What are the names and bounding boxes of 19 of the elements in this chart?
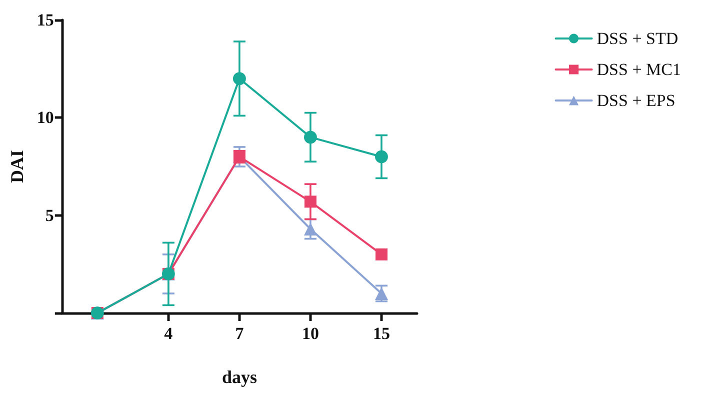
point [375, 150, 388, 164]
x-tick-label: 4 [164, 324, 174, 343]
point [374, 286, 388, 300]
legend-label: DSS + MC1 [596, 60, 682, 79]
y-tick-label: 5 [45, 206, 54, 225]
x-tick-label: 15 [372, 324, 390, 343]
y-tick-label: 10 [36, 108, 54, 128]
point [375, 248, 388, 260]
legend-label: DSS + STD [596, 29, 678, 48]
point [304, 222, 317, 236]
point [232, 72, 246, 86]
x-tick-label: 10 [302, 324, 319, 343]
point [304, 130, 317, 144]
x-tick-label: 7 [235, 324, 244, 343]
y-tick-label: 15 [36, 10, 54, 30]
x-axis-title: days [222, 367, 257, 387]
point [304, 196, 316, 208]
y-axis-title: DAI [7, 150, 27, 184]
legend-label: DSS + EPS [596, 91, 676, 110]
